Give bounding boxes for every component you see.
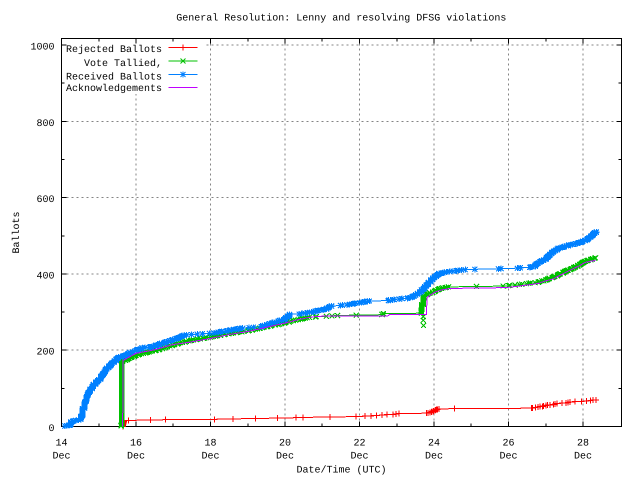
svg-text:Dec: Dec — [201, 452, 219, 463]
svg-text:0: 0 — [48, 424, 54, 435]
svg-text:400: 400 — [36, 271, 54, 282]
svg-text:Date/Time (UTC): Date/Time (UTC) — [297, 465, 387, 477]
svg-text:18: 18 — [204, 439, 216, 450]
svg-text:Rejected Ballots: Rejected Ballots — [66, 44, 162, 56]
svg-text:Dec: Dec — [425, 452, 443, 463]
svg-text:200: 200 — [36, 348, 54, 359]
svg-text:Dec: Dec — [574, 452, 592, 463]
svg-text:800: 800 — [36, 119, 54, 130]
svg-text:600: 600 — [36, 195, 54, 206]
svg-text:16: 16 — [130, 439, 142, 450]
svg-text:1000: 1000 — [30, 43, 54, 54]
svg-text:28: 28 — [577, 439, 589, 450]
svg-text:Dec: Dec — [52, 452, 70, 463]
svg-text:Ballots: Ballots — [11, 211, 23, 253]
svg-text:Dec: Dec — [350, 452, 368, 463]
svg-text:Acknowledgements: Acknowledgements — [66, 83, 162, 95]
svg-text:Dec: Dec — [276, 452, 294, 463]
svg-text:Received Ballots: Received Ballots — [66, 72, 162, 84]
svg-text:Dec: Dec — [127, 452, 145, 463]
svg-text:26: 26 — [502, 439, 514, 450]
svg-text:Vote Tallied,: Vote Tallied, — [84, 58, 162, 70]
svg-text:24: 24 — [428, 439, 440, 450]
svg-text:22: 22 — [353, 439, 365, 450]
svg-text:14: 14 — [55, 439, 67, 450]
svg-text:Dec: Dec — [499, 452, 517, 463]
svg-text:General Resolution: Lenny and: General Resolution: Lenny and resolving … — [176, 13, 506, 25]
svg-text:20: 20 — [279, 439, 291, 450]
